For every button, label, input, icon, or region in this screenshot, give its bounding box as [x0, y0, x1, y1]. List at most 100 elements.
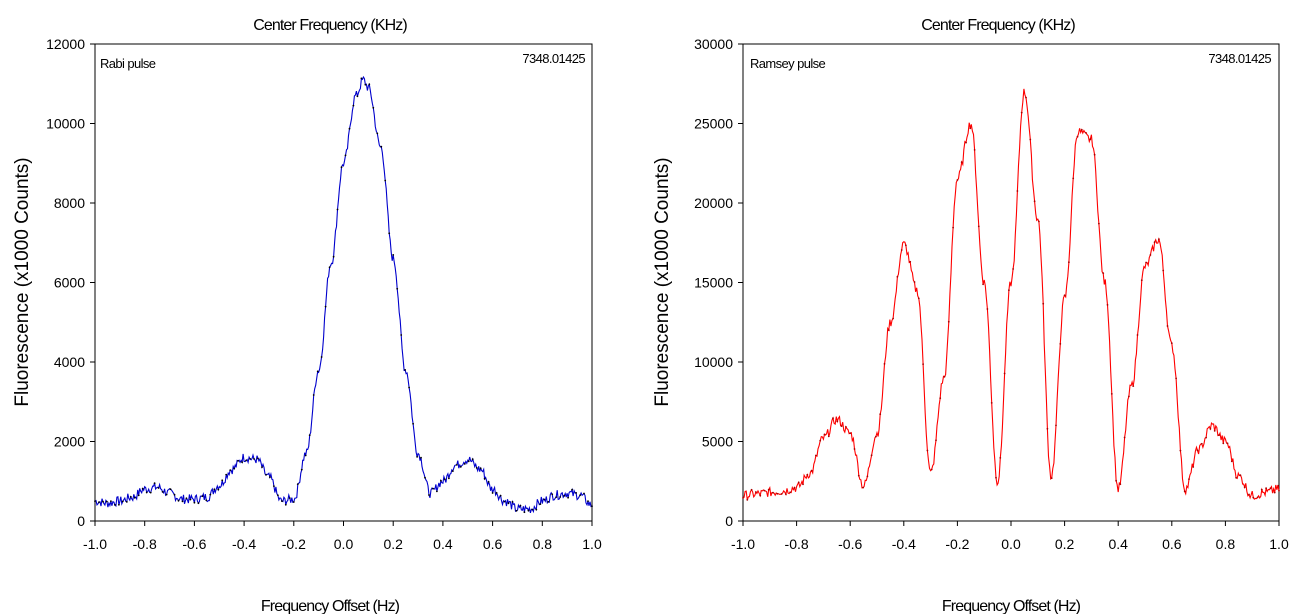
data-point — [201, 495, 204, 498]
data-point — [767, 488, 770, 491]
data-point — [1055, 424, 1057, 427]
data-point — [999, 457, 1002, 459]
data-point — [444, 478, 446, 481]
data-point — [960, 161, 963, 164]
series-line — [94, 75, 593, 514]
data-point — [755, 491, 757, 493]
data-point — [1119, 483, 1122, 485]
data-point — [157, 487, 160, 489]
chart-ramsey: Center Frequency (KHz) Ramsey pulse 7348… — [652, 17, 1289, 614]
data-point — [1222, 442, 1225, 445]
data-point — [917, 297, 920, 300]
data-point — [849, 432, 852, 435]
data-point — [185, 497, 188, 500]
data-point — [543, 498, 546, 501]
data-point — [973, 149, 976, 151]
data-point — [1166, 325, 1169, 327]
data-point — [535, 508, 538, 511]
data-point — [1072, 177, 1075, 180]
data-point — [432, 487, 434, 490]
data-point — [193, 501, 196, 504]
data-point — [308, 434, 311, 436]
data-point — [802, 483, 804, 486]
data-point — [1183, 490, 1186, 493]
data-point — [862, 486, 864, 489]
data-point — [1042, 302, 1045, 305]
data-point — [1170, 342, 1173, 345]
data-point — [261, 466, 263, 468]
data-point — [1175, 377, 1177, 380]
data-point — [1278, 489, 1280, 492]
data-point — [832, 417, 834, 419]
x-axis-label: Frequency Offset (Hz) — [942, 598, 1081, 614]
chart-rabi: Center Frequency (KHz) Rabi pulse 7348.0… — [12, 17, 602, 614]
x-tick-label: 1.0 — [582, 536, 602, 552]
data-point — [763, 489, 766, 492]
data-point — [269, 476, 271, 479]
data-point — [459, 466, 462, 468]
data-point — [1123, 436, 1126, 439]
data-series — [742, 88, 1280, 501]
data-point — [356, 95, 359, 98]
y-tick-label: 30000 — [694, 36, 733, 52]
data-point — [296, 483, 299, 485]
data-point — [316, 370, 319, 373]
data-point — [1218, 434, 1220, 437]
data-point — [467, 460, 470, 463]
data-point — [169, 488, 172, 491]
data-point — [810, 469, 813, 472]
center-value: 7348.01425 — [1208, 51, 1271, 66]
x-tick-label: -1.0 — [83, 536, 107, 552]
data-point — [1016, 190, 1019, 192]
data-point — [539, 503, 542, 505]
data-point — [336, 208, 339, 211]
x-tick-label: 0.2 — [383, 536, 403, 552]
data-point — [177, 499, 180, 502]
data-point — [815, 454, 817, 457]
data-point — [1140, 279, 1143, 282]
inset-label: Rabi pulse — [100, 56, 156, 71]
data-point — [866, 475, 869, 478]
data-point — [1012, 268, 1014, 270]
data-point — [900, 249, 903, 251]
x-tick-label: -1.0 — [731, 536, 755, 552]
data-point — [1128, 395, 1130, 398]
data-point — [102, 500, 104, 503]
data-point — [1179, 449, 1182, 452]
data-point — [1093, 153, 1096, 156]
data-point — [875, 435, 877, 438]
data-point — [284, 503, 287, 506]
data-point — [1188, 478, 1190, 480]
data-point — [1115, 479, 1117, 482]
data-point — [424, 476, 426, 479]
data-point — [141, 487, 144, 490]
data-point — [1003, 372, 1006, 375]
data-point — [965, 141, 967, 144]
data-point — [304, 454, 307, 457]
data-point — [137, 494, 140, 497]
data-point — [759, 494, 762, 497]
data-point — [896, 275, 899, 278]
data-point — [479, 467, 482, 470]
data-point — [772, 491, 774, 494]
data-point — [977, 225, 980, 228]
data-point — [1153, 241, 1156, 244]
data-point — [1110, 393, 1113, 395]
data-point — [217, 488, 220, 491]
data-point — [1068, 261, 1070, 264]
data-point — [511, 501, 514, 503]
data-point — [1205, 436, 1207, 439]
data-point — [340, 166, 343, 169]
data-point — [1059, 343, 1062, 345]
data-point — [956, 179, 959, 181]
data-point — [892, 317, 894, 320]
y-tick-label: 0 — [725, 513, 733, 529]
data-point — [364, 83, 367, 86]
data-point — [348, 127, 351, 130]
data-point — [1192, 466, 1195, 468]
x-tick-label: -0.6 — [182, 536, 206, 552]
data-point — [883, 363, 886, 365]
x-tick-label: 0.2 — [1055, 536, 1075, 552]
data-point — [789, 491, 792, 494]
data-point — [110, 500, 112, 502]
